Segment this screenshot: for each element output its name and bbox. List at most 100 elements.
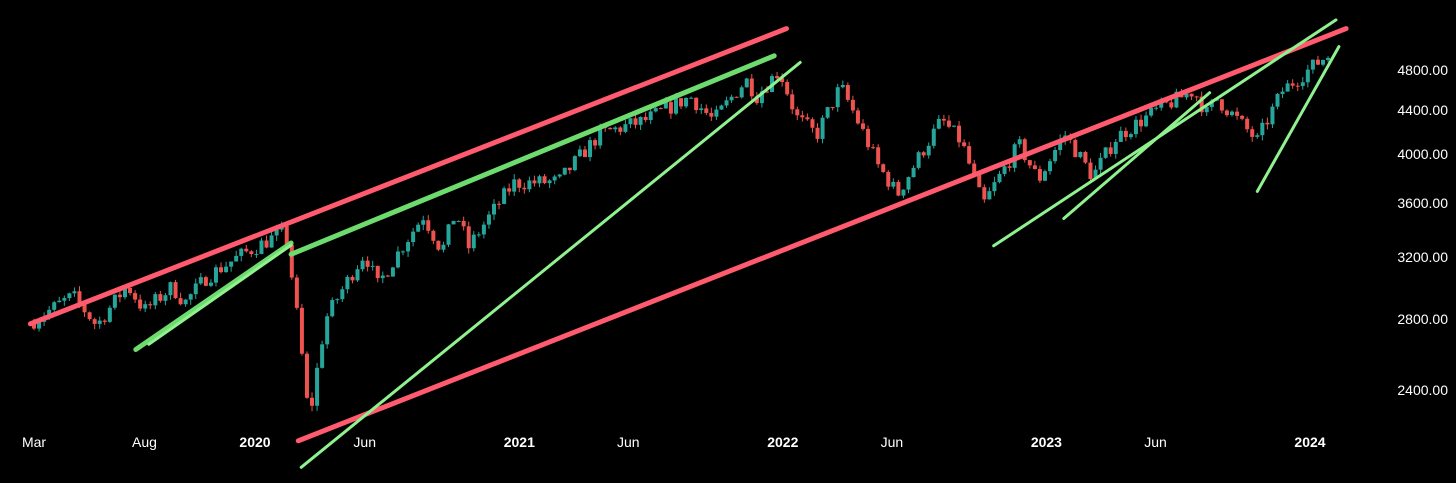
candle-body — [1083, 152, 1088, 163]
candle-body — [1280, 91, 1285, 94]
candle-body — [471, 234, 476, 249]
candle-body — [926, 145, 931, 156]
candle-body — [572, 156, 577, 171]
candle-body — [972, 163, 977, 175]
candle-body — [72, 291, 77, 294]
candle-body — [304, 353, 309, 398]
candle-body — [153, 294, 158, 306]
candle-body — [775, 76, 780, 79]
candle-body — [497, 203, 502, 205]
candle-body — [1255, 135, 1260, 137]
support-trendline — [299, 60, 802, 469]
candle-body — [719, 105, 724, 110]
candle-body — [800, 115, 805, 118]
candle-body — [107, 307, 112, 322]
candle-body — [143, 304, 148, 309]
candle-body — [532, 180, 537, 184]
candle-body — [87, 312, 92, 320]
candle-body — [502, 188, 507, 204]
candle-body — [441, 244, 446, 250]
candle-body — [790, 94, 795, 110]
channel-trendline — [288, 53, 777, 257]
candle-body — [284, 225, 289, 245]
candle-body — [1027, 160, 1032, 166]
candle-body — [1260, 122, 1265, 136]
candle-body — [178, 298, 183, 305]
candle-body — [911, 167, 916, 178]
candle-body — [714, 109, 719, 117]
candle-body — [805, 117, 810, 120]
candle-body — [173, 282, 178, 299]
candle-body — [977, 174, 982, 188]
candle-body — [936, 118, 941, 129]
candle-body — [1184, 93, 1189, 98]
candle-body — [486, 214, 491, 225]
candle-body — [57, 300, 62, 303]
candle-body — [992, 182, 997, 192]
candle-body — [1326, 57, 1331, 60]
candle-body — [967, 146, 972, 164]
candle-body — [891, 181, 896, 187]
candle-body — [47, 309, 52, 317]
candle-body — [198, 277, 203, 284]
candle-body — [315, 367, 320, 406]
x-tick-label: Jun — [353, 434, 376, 450]
candle-body — [522, 187, 527, 190]
candle-body — [1048, 161, 1053, 172]
candle-body — [461, 220, 466, 227]
y-tick-label: 2800.00 — [1397, 311, 1448, 327]
candle-body — [234, 255, 239, 262]
candle-body — [82, 302, 87, 313]
candle-body — [254, 254, 259, 256]
candle-body — [593, 140, 598, 146]
candle-body — [1093, 169, 1098, 180]
candle-body — [931, 128, 936, 146]
candle-body — [1007, 166, 1012, 168]
resistance-trendline — [27, 26, 789, 327]
candle-body — [577, 149, 582, 157]
candle-body — [1002, 166, 1007, 174]
candle-body — [613, 127, 618, 130]
y-tick-label: 3600.00 — [1397, 195, 1448, 211]
candle-body — [704, 108, 709, 113]
candle-body — [957, 125, 962, 143]
candle-body — [274, 229, 279, 236]
candle-body — [158, 294, 163, 301]
candle-body — [406, 242, 411, 252]
candle-body — [213, 267, 218, 283]
candle-body — [1209, 100, 1214, 108]
candle-body — [1204, 107, 1209, 113]
candle-body — [658, 108, 663, 110]
candle-body — [795, 109, 800, 116]
support-trendline — [147, 243, 293, 346]
candle-body — [825, 107, 830, 118]
x-tick-label: 2020 — [239, 434, 270, 450]
candle-body — [638, 116, 643, 125]
candle-body — [1290, 83, 1295, 86]
y-tick-label: 2400.00 — [1397, 382, 1448, 398]
time-axis: Mar Aug 2020 Jun 2021 Jun 2022 Jun 2023 Jun 2024 — [22, 434, 1326, 450]
candle-body — [451, 220, 456, 225]
candle-body — [759, 91, 764, 104]
candle-body — [102, 320, 107, 322]
candle-body — [133, 293, 138, 300]
candle-body — [350, 276, 355, 281]
candle-body — [734, 96, 739, 98]
candle-body — [446, 224, 451, 245]
candle-body — [764, 91, 769, 93]
candle-body — [97, 320, 102, 324]
candle-body — [901, 189, 906, 196]
candle-body — [401, 251, 406, 253]
candle-body — [1037, 169, 1042, 181]
candle-body — [1265, 122, 1270, 125]
candle-body — [92, 319, 97, 324]
candle-body — [310, 397, 315, 406]
y-tick-label: 4400.00 — [1397, 102, 1448, 118]
candle-body — [1139, 119, 1144, 127]
candle-body — [840, 84, 845, 88]
candle-body — [689, 97, 694, 99]
candle-body — [1194, 96, 1199, 98]
candle-body — [385, 275, 390, 277]
candle-body — [1240, 115, 1245, 119]
candle-body — [673, 98, 678, 114]
